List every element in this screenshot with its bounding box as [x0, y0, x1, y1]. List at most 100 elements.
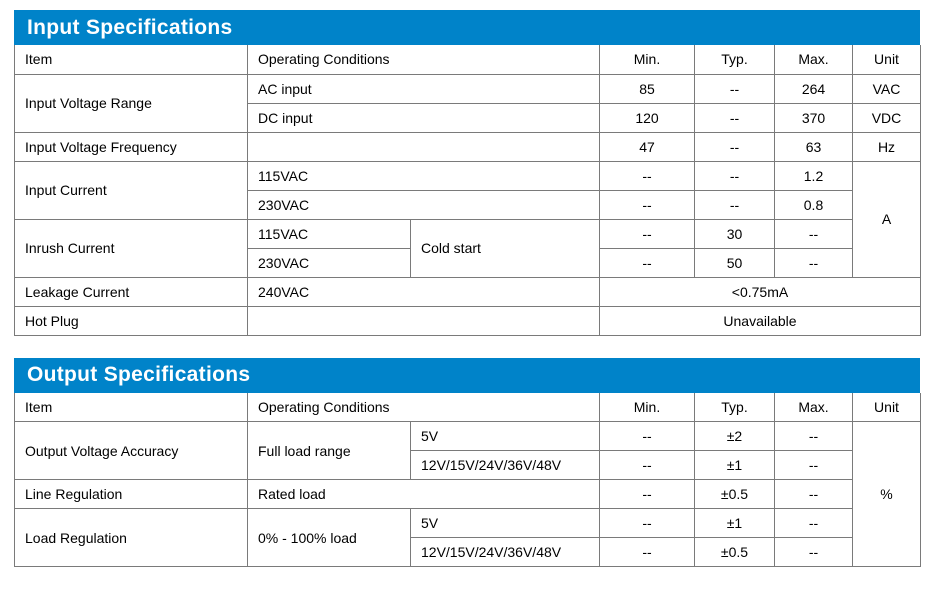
input-voltage-range-ac-min: 85	[599, 73, 695, 104]
voltage-accuracy-5v-row: Output Voltage Accuracy Full load range …	[14, 421, 921, 567]
inrush-current-115-max: --	[774, 218, 853, 249]
input-voltage-frequency-unit: Hz	[852, 131, 921, 162]
output-specifications-title: Output Specifications	[27, 363, 251, 386]
line-regulation-typ: ±0.5	[694, 479, 775, 509]
load-regulation-5v-max: --	[774, 508, 853, 538]
voltage-accuracy-5v-max: --	[774, 421, 853, 451]
input-specifications-section: Input Specifications Item Operating Cond…	[14, 0, 921, 336]
input-voltage-range-ac-row: Input Voltage Range AC input 85 -- 264 V…	[14, 73, 921, 133]
input-current-115-row: Input Current 115VAC -- -- 1.2 A	[14, 160, 921, 278]
input-item-voltage-frequency: Input Voltage Frequency	[14, 131, 248, 162]
output-unit-percent: %	[852, 421, 921, 567]
input-voltage-frequency-min: 47	[599, 131, 695, 162]
input-item-leakage-current: Leakage Current	[14, 276, 248, 307]
load-regulation-5v-cond: 5V	[410, 508, 600, 538]
voltage-accuracy-multi-min: --	[599, 450, 695, 480]
input-voltage-range-dc-unit: VDC	[852, 102, 921, 133]
load-regulation-5v-typ: ±1	[694, 508, 775, 538]
inrush-current-115-cond: 115VAC	[247, 218, 411, 249]
inrush-current-230-max: --	[774, 247, 853, 278]
output-col-header-min: Min.	[599, 392, 695, 422]
voltage-accuracy-multi-row: 12V/15V/24V/36V/48V -- ±1 --	[15, 450, 921, 480]
input-item-voltage-range: Input Voltage Range	[14, 73, 248, 133]
input-voltage-range-ac-cond: AC input	[247, 73, 600, 104]
input-voltage-range-dc-max: 370	[774, 102, 853, 133]
voltage-accuracy-5v-cond: 5V	[410, 421, 600, 451]
output-col-header-typ: Typ.	[694, 392, 775, 422]
input-voltage-range-dc-min: 120	[599, 102, 695, 133]
input-current-230-row: 230VAC -- -- 0.8	[15, 189, 921, 220]
hot-plug-value: Unavailable	[599, 305, 921, 336]
input-item-inrush-current: Inrush Current	[14, 218, 248, 278]
load-regulation-5v-min: --	[599, 508, 695, 538]
load-regulation-multi-row: 12V/15V/24V/36V/48V -- ±0.5 --	[15, 537, 921, 567]
line-regulation-cond: Rated load	[247, 479, 600, 509]
input-current-115-max: 1.2	[774, 160, 853, 191]
input-current-115-typ: --	[694, 160, 775, 191]
input-voltage-frequency-max: 63	[774, 131, 853, 162]
input-col-header-operating-conditions: Operating Conditions	[247, 45, 600, 75]
load-regulation-multi-min: --	[599, 537, 695, 567]
load-regulation-load-cond: 0% - 100% load	[247, 508, 411, 567]
load-regulation-multi-typ: ±0.5	[694, 537, 775, 567]
leakage-current-cond: 240VAC	[247, 276, 600, 307]
input-voltage-range-ac-typ: --	[694, 73, 775, 104]
input-current-230-typ: --	[694, 189, 775, 220]
input-header-row: Item Operating Conditions Min. Typ. Max.…	[14, 45, 921, 75]
input-current-230-cond: 230VAC	[247, 189, 600, 220]
inrush-current-115-row: Inrush Current 115VAC Cold start -- 30 -…	[14, 218, 921, 278]
load-regulation-multi-max: --	[774, 537, 853, 567]
hot-plug-cond	[247, 305, 600, 336]
voltage-accuracy-multi-max: --	[774, 450, 853, 480]
inrush-current-230-min: --	[599, 247, 695, 278]
input-voltage-range-ac-max: 264	[774, 73, 853, 104]
input-current-230-min: --	[599, 189, 695, 220]
input-col-header-max: Max.	[774, 45, 853, 75]
input-specifications-title-bar: Input Specifications	[14, 10, 920, 45]
voltage-accuracy-multi-cond: 12V/15V/24V/36V/48V	[410, 450, 600, 480]
output-specifications-table: Item Operating Conditions Min. Typ. Max.…	[14, 392, 921, 567]
input-col-header-item: Item	[14, 45, 248, 75]
inrush-current-230-typ: 50	[694, 247, 775, 278]
load-regulation-5v-row: Load Regulation 0% - 100% load 5V -- ±1 …	[14, 508, 921, 567]
output-item-voltage-accuracy: Output Voltage Accuracy	[14, 421, 248, 480]
voltage-accuracy-load-cond: Full load range	[247, 421, 411, 480]
output-col-header-operating-conditions: Operating Conditions	[247, 392, 600, 422]
input-specifications-table: Item Operating Conditions Min. Typ. Max.…	[14, 45, 921, 336]
output-specifications-section: Output Specifications Item Operating Con…	[14, 357, 921, 567]
output-col-header-item: Item	[14, 392, 248, 422]
inrush-current-115-min: --	[599, 218, 695, 249]
input-voltage-frequency-typ: --	[694, 131, 775, 162]
inrush-current-230-cond: 230VAC	[247, 247, 411, 278]
output-item-line-regulation: Line Regulation	[14, 479, 248, 509]
input-voltage-frequency-row: Input Voltage Frequency 47 -- 63 Hz	[14, 131, 921, 162]
output-item-load-regulation: Load Regulation	[14, 508, 248, 567]
input-voltage-range-dc-row: DC input 120 -- 370 VDC	[15, 102, 921, 133]
input-col-header-unit: Unit	[852, 45, 921, 75]
line-regulation-max: --	[774, 479, 853, 509]
input-col-header-min: Min.	[599, 45, 695, 75]
leakage-current-row: Leakage Current 240VAC <0.75mA	[14, 276, 921, 307]
input-col-header-typ: Typ.	[694, 45, 775, 75]
output-col-header-unit: Unit	[852, 392, 921, 422]
input-current-unit-amps: A	[852, 160, 921, 278]
output-specifications-title-bar: Output Specifications	[14, 357, 920, 393]
voltage-accuracy-5v-typ: ±2	[694, 421, 775, 451]
inrush-current-115-typ: 30	[694, 218, 775, 249]
output-col-header-max: Max.	[774, 392, 853, 422]
line-regulation-row: Line Regulation Rated load -- ±0.5 --	[14, 479, 921, 509]
inrush-current-230-row: 230VAC -- 50 --	[15, 247, 921, 278]
load-regulation-multi-cond: 12V/15V/24V/36V/48V	[410, 537, 600, 567]
input-current-115-min: --	[599, 160, 695, 191]
hot-plug-row: Hot Plug Unavailable	[14, 305, 921, 336]
input-current-115-cond: 115VAC	[247, 160, 600, 191]
voltage-accuracy-5v-min: --	[599, 421, 695, 451]
output-header-row: Item Operating Conditions Min. Typ. Max.…	[14, 392, 921, 422]
leakage-current-value: <0.75mA	[599, 276, 921, 307]
input-item-hot-plug: Hot Plug	[14, 305, 248, 336]
input-current-230-max: 0.8	[774, 189, 853, 220]
line-regulation-min: --	[599, 479, 695, 509]
input-voltage-range-ac-unit: VAC	[852, 73, 921, 104]
input-voltage-frequency-cond	[247, 131, 600, 162]
inrush-current-cold-start: Cold start	[410, 218, 600, 278]
